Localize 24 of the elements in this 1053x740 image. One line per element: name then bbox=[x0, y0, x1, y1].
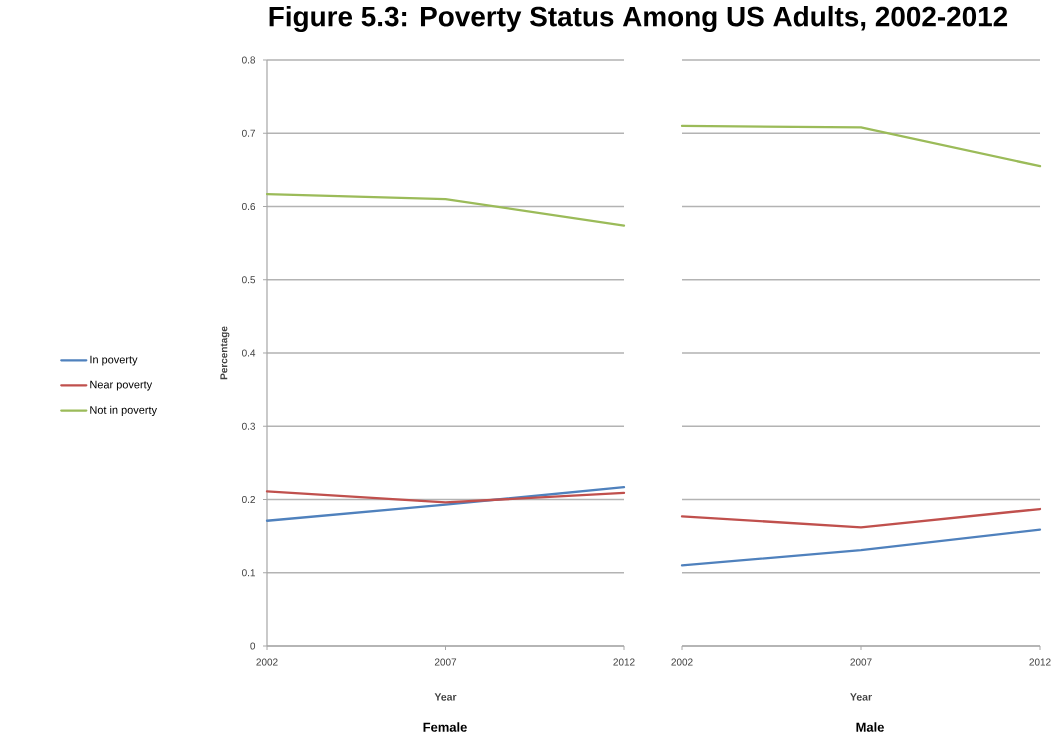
y-tick-label: 0.3 bbox=[242, 422, 256, 430]
x-tick-label: 2012 bbox=[613, 658, 635, 666]
text: Female bbox=[423, 722, 467, 732]
y-tick-label: 0.6 bbox=[242, 202, 256, 211]
y-tick-label: 0.7 bbox=[242, 129, 255, 137]
legend-label: In poverty bbox=[90, 355, 138, 366]
y-tick-label: 0 bbox=[250, 642, 256, 650]
chart-title: Figure 5.3: Poverty Status Among US Adults, 2002-2012 bbox=[269, 5, 1008, 33]
y-axis-title: Percentage bbox=[220, 326, 230, 380]
x-axis-title: Year bbox=[850, 693, 872, 701]
y-tick-label: 0.1 bbox=[242, 569, 255, 577]
y-tick-label: 0.4 bbox=[242, 349, 256, 357]
x-tick-label: 2012 bbox=[1029, 658, 1051, 666]
x-tick-label: 2002 bbox=[256, 658, 278, 666]
legend-label: Not in poverty bbox=[90, 405, 157, 417]
x-tick-label: 2007 bbox=[434, 658, 457, 666]
x-tick-label: 2002 bbox=[671, 658, 693, 666]
y-tick-label: 0.8 bbox=[242, 56, 256, 64]
y-tick-label: 0.2 bbox=[242, 495, 255, 504]
x-axis-title: Year bbox=[434, 693, 457, 701]
text: Male bbox=[856, 722, 884, 732]
x-tick-label: 2007 bbox=[850, 658, 872, 666]
legend-label: Near poverty bbox=[90, 380, 153, 391]
y-tick-label: 0.5 bbox=[242, 276, 256, 284]
